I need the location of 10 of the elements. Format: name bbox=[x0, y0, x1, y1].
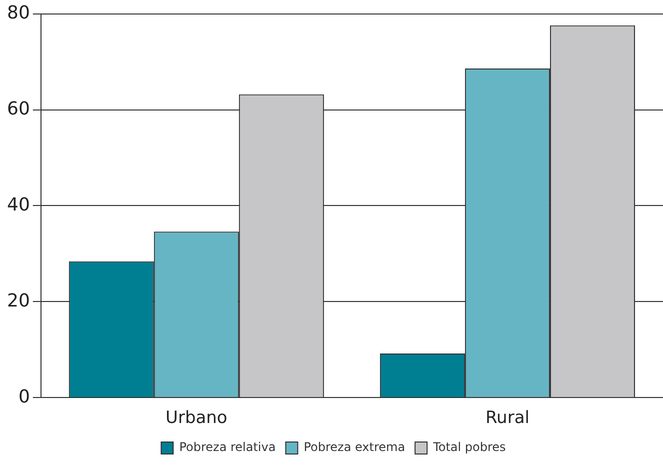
legend-label: Pobreza extrema bbox=[304, 440, 406, 454]
legend-label: Total pobres bbox=[432, 440, 506, 454]
y-tick-label: 0 bbox=[18, 386, 30, 408]
y-tick-label: 40 bbox=[7, 194, 30, 216]
x-tick-label: Urbano bbox=[166, 408, 228, 428]
legend-label: Pobreza relativa bbox=[179, 440, 276, 454]
x-tick-label: Rural bbox=[486, 408, 530, 428]
y-tick-label: 20 bbox=[7, 290, 30, 312]
y-tick-label: 80 bbox=[7, 2, 30, 24]
y-tick-label: 60 bbox=[7, 98, 30, 120]
